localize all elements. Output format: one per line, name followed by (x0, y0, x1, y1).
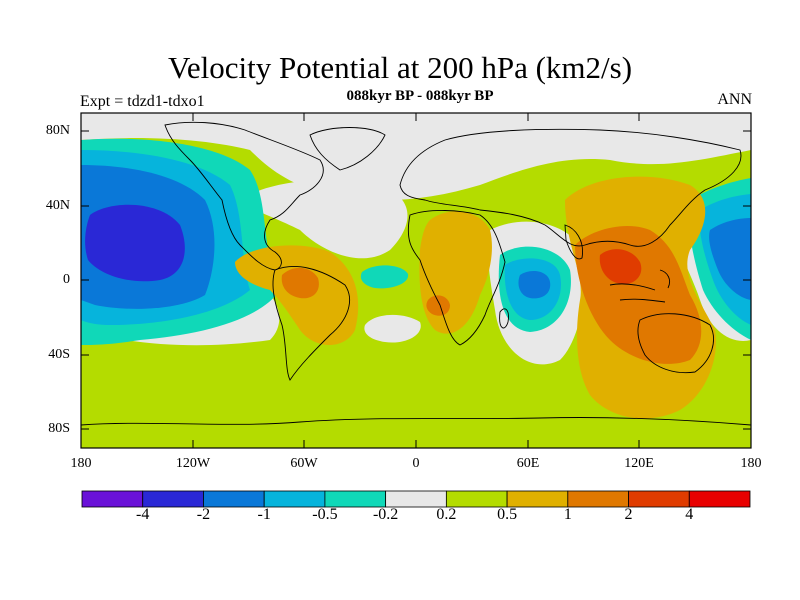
lon-tick-label: 180 (70, 456, 92, 471)
positive-region-south-america-2 (281, 267, 319, 299)
colorbar-swatch (385, 490, 447, 508)
colorbar-label: -1 (257, 506, 271, 523)
colorbar-label: 1 (563, 506, 572, 523)
colorbar-swatch (445, 490, 508, 508)
experiment-label: Expt = tdzd1-tdxo1 (80, 93, 205, 110)
colorbar-swatch (263, 490, 326, 508)
positive-region-asia-3 (599, 249, 642, 285)
near-zero-region-north (81, 113, 751, 201)
axis-ticks (81, 113, 751, 448)
colorbar-swatch (324, 490, 387, 508)
lon-tick-label: 120W (175, 456, 211, 471)
lon-tick-label: 60E (516, 456, 540, 471)
chart-title: Velocity Potential at 200 hPa (km2/s) (167, 50, 633, 85)
lat-tick-label: 40S (48, 347, 70, 362)
negative-region-pacific-4 (85, 204, 185, 282)
lat-tick-label: 80N (45, 123, 70, 138)
coastlines (81, 121, 751, 426)
colorbar-label: -2 (196, 506, 211, 523)
near-zero-region-atlantic (240, 180, 408, 259)
chart-subtitle: 088kyr BP - 088kyr BP (346, 88, 494, 104)
contour-field (81, 113, 751, 448)
colorbar-swatch (203, 490, 265, 508)
lat-tick-label: 80S (48, 421, 70, 436)
colorbar-label: 4 (685, 506, 694, 523)
negative-region-atlantic (360, 265, 409, 289)
negative-region-west-pacific-3 (709, 218, 751, 300)
colorbar-swatch (81, 490, 144, 508)
lon-tick-label: 0 (412, 456, 420, 471)
colorbar-swatch (506, 490, 569, 508)
colorbar-swatch (628, 490, 690, 508)
lat-tick-label: 40N (45, 198, 70, 213)
near-zero-region-south-atlantic (364, 314, 421, 343)
colorbar-label: -4 (136, 506, 150, 523)
positive-region-africa-2 (426, 295, 450, 316)
colorbar (81, 490, 751, 508)
colorbar-label: 0.5 (497, 506, 518, 523)
colorbar-swatch (688, 490, 751, 508)
colorbar-swatch (142, 490, 204, 508)
colorbar-label: -0.2 (372, 506, 399, 523)
lon-tick-label: 180 (740, 456, 762, 471)
colorbar-label: 0.2 (436, 506, 457, 523)
negative-region-indian-3 (518, 270, 551, 299)
season-label: ANN (717, 91, 752, 108)
colorbar-swatch (567, 490, 629, 508)
lon-tick-label: 60W (290, 456, 318, 471)
lon-tick-label: 120E (624, 456, 654, 471)
lat-tick-label: 0 (63, 272, 70, 287)
colorbar-label: -0.5 (312, 506, 338, 523)
colorbar-label: 2 (624, 506, 633, 523)
